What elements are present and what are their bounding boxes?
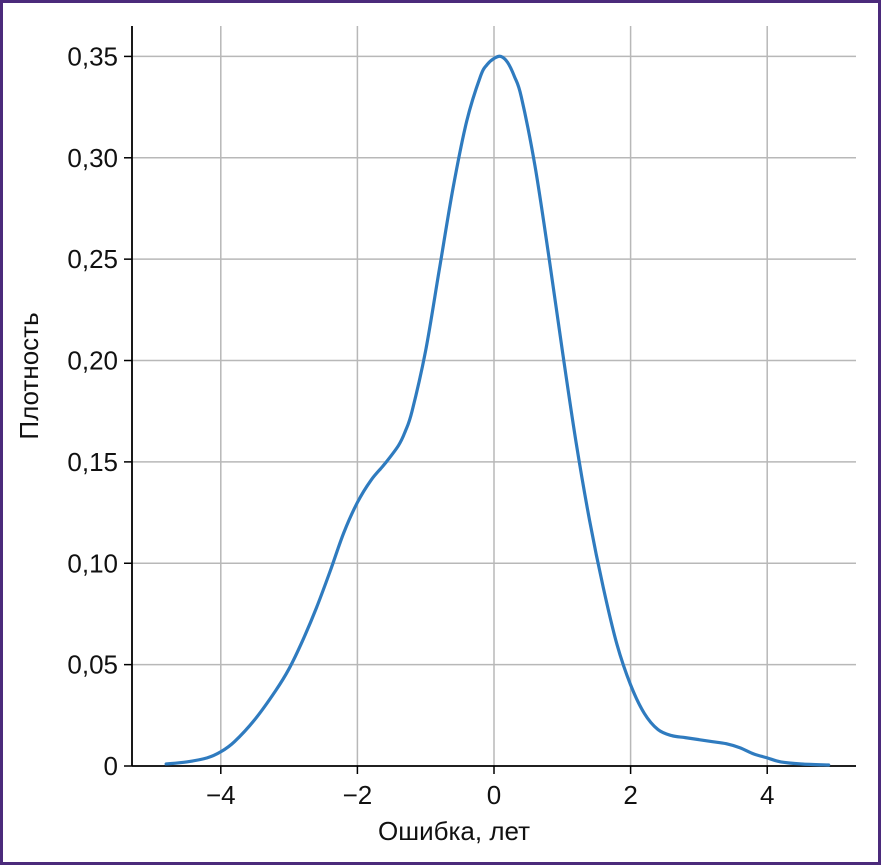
y-tick-label: 0,25 xyxy=(67,244,118,274)
x-tick-label: 2 xyxy=(623,780,637,810)
y-tick-label: 0,05 xyxy=(67,650,118,680)
y-tick-label: 0,20 xyxy=(67,346,118,376)
x-tick-label: 4 xyxy=(760,780,774,810)
tick-labels: −4 −2 0 2 4 0 0,05 0,10 0,15 0,20 0,25 0,30 0,35 xyxy=(67,41,774,810)
density-curve xyxy=(164,54,831,767)
axes xyxy=(124,26,856,774)
x-tick-label: 0 xyxy=(487,780,501,810)
y-tick-label: 0,15 xyxy=(67,447,118,477)
x-axis-label: Ошибка, лет xyxy=(378,816,530,846)
grid-lines xyxy=(132,26,856,766)
y-tick-label: 0 xyxy=(104,751,118,781)
y-tick-label: 0,30 xyxy=(67,143,118,173)
x-tick-label: −2 xyxy=(343,780,373,810)
x-tick-label: −4 xyxy=(206,780,236,810)
y-tick-label: 0,35 xyxy=(67,41,118,71)
y-tick-label: 0,10 xyxy=(67,548,118,578)
y-axis-label: Плотность xyxy=(14,312,44,439)
series-layer xyxy=(164,54,831,767)
